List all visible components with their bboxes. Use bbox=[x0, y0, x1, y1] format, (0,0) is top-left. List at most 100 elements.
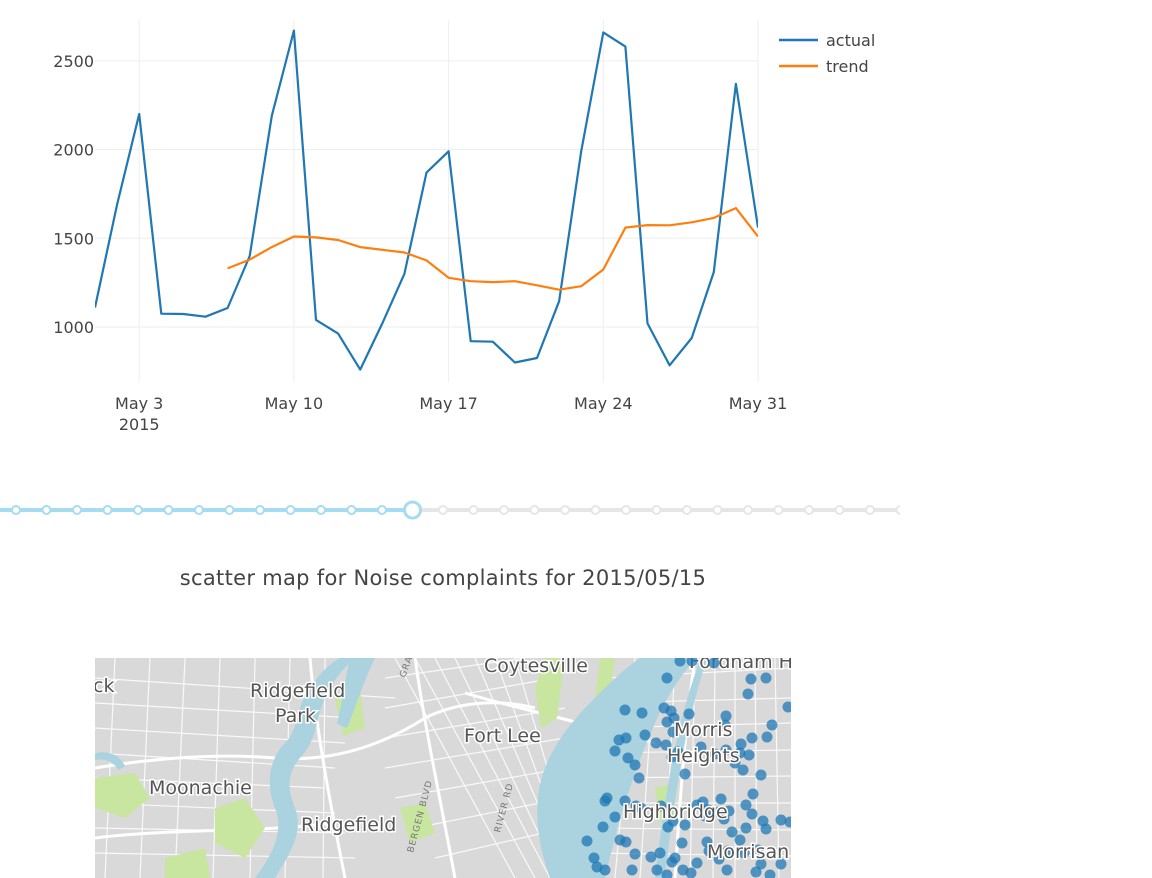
map-marker bbox=[729, 757, 741, 769]
slider-step[interactable] bbox=[255, 505, 265, 515]
slider-step[interactable] bbox=[804, 505, 814, 515]
map-marker bbox=[661, 869, 673, 878]
chart-legend[interactable]: actual trend bbox=[779, 31, 875, 76]
slider-step[interactable] bbox=[499, 505, 509, 515]
slider-step[interactable] bbox=[773, 505, 784, 515]
map-place-morris-heights-1: Morris bbox=[674, 719, 732, 741]
slider-step[interactable] bbox=[316, 505, 326, 515]
map-marker bbox=[734, 747, 746, 759]
map-marker bbox=[746, 732, 758, 744]
slider-step[interactable] bbox=[560, 505, 570, 515]
map-marker bbox=[720, 710, 732, 722]
map-marker bbox=[629, 759, 641, 771]
map-marker bbox=[626, 864, 638, 876]
map-marker bbox=[650, 737, 662, 749]
map-marker bbox=[699, 810, 711, 822]
map-marker bbox=[735, 738, 747, 750]
map-place-morris-heights-2: Heights bbox=[667, 745, 740, 767]
slider-step[interactable] bbox=[102, 505, 113, 515]
slider-step[interactable] bbox=[224, 505, 235, 515]
map-marker bbox=[645, 851, 657, 863]
x-tick-label: May 10 bbox=[265, 394, 324, 413]
map-marker bbox=[679, 819, 691, 831]
map-marker bbox=[588, 852, 600, 864]
slider-step[interactable] bbox=[11, 505, 21, 515]
legend-label: actual bbox=[826, 31, 875, 50]
slider-step[interactable] bbox=[438, 505, 448, 515]
chart-grid bbox=[95, 20, 759, 382]
map-marker bbox=[660, 739, 672, 751]
y-tick-label: 1000 bbox=[53, 318, 94, 337]
map-title: scatter map for Noise complaints for 201… bbox=[179, 566, 707, 590]
map-marker bbox=[747, 788, 759, 800]
slider-step[interactable] bbox=[834, 505, 845, 515]
map-marker bbox=[676, 837, 688, 849]
x-tick-label: May 31 bbox=[729, 394, 788, 413]
slider-step[interactable] bbox=[895, 505, 906, 515]
map-marker bbox=[721, 864, 733, 876]
map-place-coytesville: Coytesville bbox=[484, 658, 588, 677]
map-marker bbox=[709, 748, 721, 760]
slider-step[interactable] bbox=[133, 505, 143, 515]
map-marker bbox=[683, 708, 695, 720]
map-marker bbox=[622, 752, 634, 764]
map-marker bbox=[766, 719, 778, 731]
map-marker bbox=[697, 796, 709, 808]
map-marker bbox=[635, 802, 647, 814]
map-canvas[interactable]: GRA BERGEN BLVD RIVER RD Coytesville For… bbox=[95, 658, 791, 878]
map-marker bbox=[719, 719, 731, 731]
map-markers bbox=[581, 658, 791, 878]
map-marker bbox=[597, 821, 609, 833]
slider-step[interactable] bbox=[529, 505, 540, 515]
map-marker bbox=[738, 847, 750, 859]
x-tick-label: May 17 bbox=[419, 394, 478, 413]
slider-step[interactable] bbox=[682, 505, 692, 515]
slider-track[interactable] bbox=[0, 490, 906, 530]
map-marker bbox=[581, 835, 593, 847]
slider-step[interactable] bbox=[865, 505, 875, 515]
slider-step[interactable] bbox=[194, 505, 204, 515]
slider-step[interactable] bbox=[651, 505, 662, 515]
map-marker bbox=[662, 821, 674, 833]
map-marker bbox=[666, 751, 678, 763]
map-marker bbox=[613, 734, 625, 746]
chart-axes: May 3 2015 May 10 May 17 May 24 May 31 1000 150… bbox=[53, 52, 787, 434]
series-line-trend bbox=[227, 207, 758, 291]
map-marker bbox=[633, 772, 645, 784]
map-marker bbox=[655, 800, 667, 812]
map-marker bbox=[679, 768, 691, 780]
slider-step[interactable] bbox=[163, 505, 174, 515]
map-marker bbox=[737, 764, 749, 776]
legend-item-actual[interactable]: actual bbox=[779, 31, 875, 50]
y-tick-label: 2000 bbox=[53, 141, 94, 160]
map-marker bbox=[691, 857, 703, 869]
map-marker bbox=[775, 814, 787, 826]
legend-item-trend[interactable]: trend bbox=[779, 57, 869, 76]
scatter-map[interactable]: GRA BERGEN BLVD RIVER RD Coytesville For… bbox=[95, 658, 791, 878]
map-marker bbox=[667, 726, 679, 738]
slider-step[interactable] bbox=[72, 505, 82, 515]
date-slider[interactable] bbox=[0, 490, 906, 530]
map-marker bbox=[746, 808, 758, 820]
map-place-ridgefield-park-1: Ridgefield bbox=[250, 680, 345, 702]
slider-step[interactable] bbox=[346, 505, 357, 515]
slider-step[interactable] bbox=[712, 505, 723, 515]
x-tick-year-label: 2015 bbox=[119, 415, 160, 434]
slider-step[interactable] bbox=[743, 505, 753, 515]
slider-step[interactable] bbox=[590, 505, 601, 515]
slider-step[interactable] bbox=[621, 505, 631, 515]
map-marker bbox=[601, 792, 613, 804]
slider-step[interactable] bbox=[41, 505, 52, 515]
map-place-ridgefield-park-2: Park bbox=[275, 705, 316, 727]
map-marker bbox=[666, 856, 678, 868]
map-marker bbox=[740, 822, 752, 834]
slider-step[interactable] bbox=[377, 505, 387, 515]
map-marker bbox=[614, 834, 626, 846]
slider-step[interactable] bbox=[285, 505, 296, 515]
map-marker bbox=[639, 729, 651, 741]
slider-handle[interactable] bbox=[403, 500, 422, 520]
map-marker bbox=[740, 799, 752, 811]
map-marker bbox=[674, 658, 686, 667]
slider-step[interactable] bbox=[468, 505, 479, 515]
map-marker bbox=[755, 769, 767, 781]
